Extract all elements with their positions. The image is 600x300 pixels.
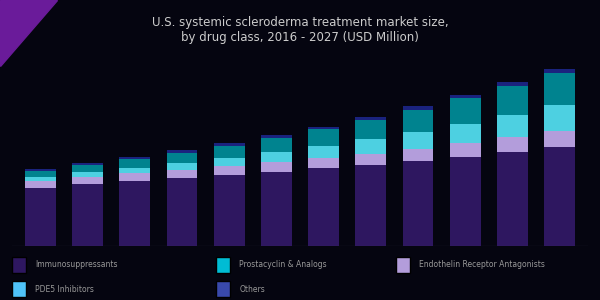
Bar [72,163,103,165]
Bar [119,168,150,173]
Bar [25,188,56,246]
Bar [167,153,197,163]
Text: Endothelin Receptor Antagonists: Endothelin Receptor Antagonists [419,260,545,269]
Text: U.S. systemic scleroderma treatment market size,
by drug class, 2016 - 2027 (USD: U.S. systemic scleroderma treatment mark… [152,16,448,44]
Bar [167,178,197,246]
Bar [261,162,292,172]
Bar [544,147,575,246]
FancyBboxPatch shape [216,257,230,273]
Bar [214,146,245,158]
Bar [544,105,575,131]
FancyBboxPatch shape [12,257,26,273]
Bar [544,73,575,105]
Bar [214,143,245,146]
Bar [544,69,575,73]
Bar [355,165,386,246]
Bar [261,172,292,246]
Bar [167,151,197,153]
Text: PDE5 Inhibitors: PDE5 Inhibitors [35,285,94,294]
FancyBboxPatch shape [216,281,230,297]
Bar [119,173,150,181]
Bar [167,169,197,178]
Bar [308,158,339,168]
Bar [308,168,339,246]
Text: Prostacyclin & Analogs: Prostacyclin & Analogs [239,260,327,269]
Bar [167,163,197,170]
Bar [450,124,481,143]
Bar [119,159,150,168]
Text: Immunosuppressants: Immunosuppressants [35,260,118,269]
Bar [497,86,528,115]
Bar [119,181,150,246]
Bar [214,158,245,166]
Bar [72,177,103,184]
Bar [308,146,339,158]
Bar [214,166,245,175]
Bar [261,138,292,152]
Bar [214,175,245,246]
Bar [403,132,433,149]
Bar [450,98,481,124]
Bar [497,82,528,86]
Bar [355,120,386,140]
Bar [119,157,150,159]
Bar [308,127,339,129]
Bar [450,143,481,157]
Bar [403,161,433,246]
Text: Others: Others [239,285,265,294]
Bar [497,137,528,152]
Bar [497,115,528,137]
FancyBboxPatch shape [396,257,410,273]
Bar [25,181,56,188]
FancyBboxPatch shape [12,281,26,297]
Bar [25,169,56,171]
Bar [450,157,481,246]
Bar [25,177,56,181]
Bar [25,171,56,177]
Bar [72,165,103,172]
Bar [355,154,386,165]
Bar [72,172,103,177]
Bar [497,152,528,246]
Bar [355,140,386,154]
Bar [544,131,575,147]
Bar [355,117,386,120]
Bar [72,184,103,246]
Bar [261,135,292,138]
Bar [403,149,433,161]
Bar [308,129,339,146]
Bar [450,95,481,98]
Bar [261,152,292,162]
Bar [403,110,433,132]
Bar [403,106,433,110]
